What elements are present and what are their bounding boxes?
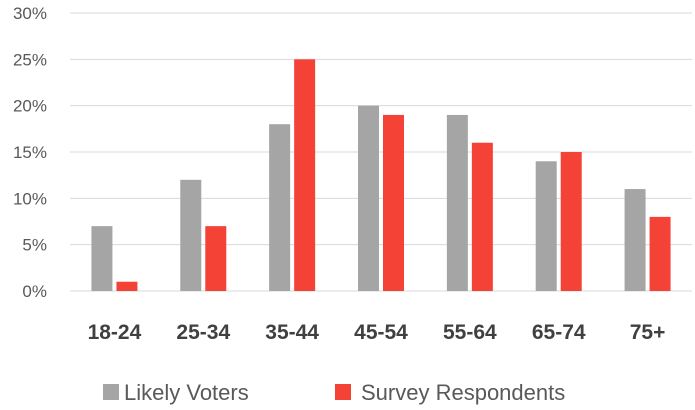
bar-likely-voters-35-44 — [269, 124, 291, 291]
bar-survey-respondents-55-64 — [471, 142, 493, 291]
bar-survey-respondents-75+ — [649, 216, 671, 291]
y-tick-label: 30% — [13, 4, 47, 23]
bar-likely-voters-75+ — [624, 189, 646, 291]
x-tick-label: 25-34 — [176, 321, 230, 344]
bar-likely-voters-18-24 — [91, 226, 113, 291]
bar-survey-respondents-35-44 — [294, 59, 316, 292]
x-tick-label: 18-24 — [88, 321, 142, 344]
y-axis-ticks: 0% 5% 10% 15% 20% 25% 30% — [13, 4, 47, 301]
x-tick-label: 55-64 — [443, 321, 497, 344]
bar-survey-respondents-25-34 — [205, 226, 227, 291]
bar-likely-voters-65-74 — [535, 161, 557, 291]
legend-swatch — [103, 384, 119, 400]
x-axis-ticks: 18-24 25-34 35-44 45-54 55-64 65-74 75+ — [88, 321, 666, 344]
bar-likely-voters-55-64 — [446, 114, 468, 291]
y-tick-label: 20% — [13, 97, 47, 116]
legend-label: Survey Respondents — [361, 380, 565, 405]
bar-survey-respondents-18-24 — [116, 281, 138, 291]
y-tick-label: 25% — [13, 50, 47, 69]
x-tick-label: 65-74 — [532, 321, 586, 344]
legend-swatch — [335, 384, 351, 400]
bar-likely-voters-45-54 — [358, 105, 379, 292]
y-tick-label: 0% — [22, 282, 47, 301]
x-tick-label: 45-54 — [354, 321, 408, 344]
legend-label: Likely Voters — [124, 380, 249, 405]
legend: Likely Voters Survey Respondents — [103, 380, 565, 405]
bar-survey-respondents-65-74 — [560, 152, 582, 291]
y-tick-label: 5% — [22, 236, 47, 255]
x-tick-label: 75+ — [630, 321, 666, 344]
bar-likely-voters-25-34 — [180, 179, 202, 291]
y-tick-label: 15% — [13, 143, 47, 162]
x-tick-label: 35-44 — [265, 321, 319, 344]
y-tick-label: 10% — [13, 189, 47, 208]
gridlines — [70, 12, 692, 292]
bars — [91, 59, 671, 292]
bar-survey-respondents-45-54 — [383, 114, 404, 291]
